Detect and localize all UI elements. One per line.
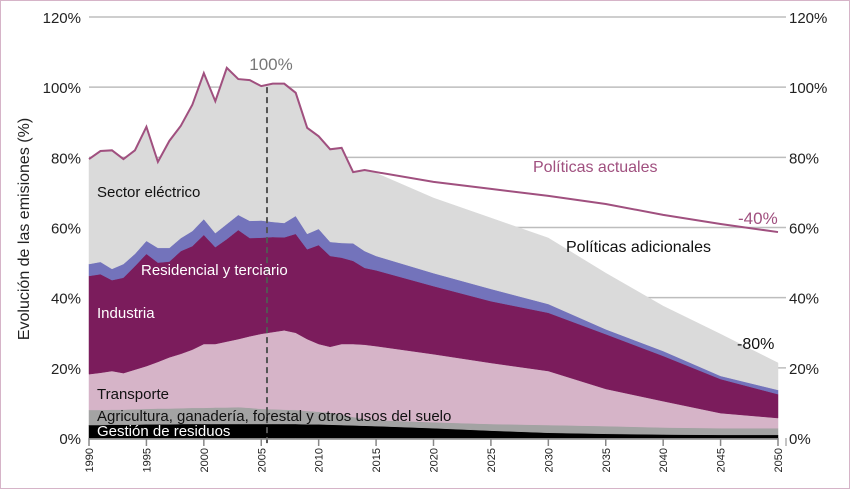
annotation-politicas-actuales: Políticas actuales [533,159,658,176]
y-tick-label-right: 20% [789,361,819,378]
x-tick-label: 1995 [141,448,153,472]
x-tick-label: 1990 [84,448,96,472]
y-tick-label-left: 20% [51,361,81,378]
x-tick-label: 2050 [773,448,785,472]
y-tick-label-right: 120% [789,10,827,27]
x-tick-label: 2010 [314,448,326,472]
series-label-transporte: Transporte [97,386,169,403]
y-tick-label-left: 60% [51,221,81,238]
y-tick-label-right: 60% [789,221,819,238]
line-politicas-actuales [88,66,779,234]
annotation-minus80: -80% [737,336,774,353]
axes: 0% 0% 20% 20% 40% 40% 60% 60% 80% 80% 100% 100% 120%… [43,10,828,472]
y-tick-label-left: 80% [51,150,81,167]
x-tick-label: 2040 [658,448,670,472]
x-tick-label: 2045 [716,448,728,472]
y-tick-label-right: 100% [789,80,827,97]
y-tick-label-left: 120% [43,10,81,27]
series-label-industria: Industria [97,305,155,322]
x-tick-label: 2005 [256,448,268,472]
y-tick-label-right: 0% [789,431,811,448]
x-tick-label: 2020 [429,448,441,472]
y-tick-label-left: 100% [43,80,81,97]
y-tick-label-left: 0% [59,431,81,448]
lines [88,66,779,444]
x-tick-label: 2025 [486,448,498,472]
x-tick-label: 2000 [199,448,211,472]
x-tick-label: 2035 [601,448,613,472]
series-label-agricultura: Agricultura, ganadería, forestal y otros… [97,408,451,425]
annotation-politicas-adicionales: Políticas adicionales [566,239,711,256]
annotation-minus40: -40% [738,209,778,228]
x-tick-label: 2015 [371,448,383,472]
x-tick-label: 2030 [543,448,555,472]
reference-label: 100% [249,55,292,74]
series-label-electrico: Sector eléctrico [97,184,200,201]
y-axis-label: Evolución de las emisiones (%) [16,118,33,340]
y-tick-label-right: 40% [789,291,819,308]
series-label-residuos: Gestión de residuos [97,423,230,440]
y-tick-label-left: 40% [51,291,81,308]
series-label-residencial: Residencial y terciario [141,262,288,279]
stacked-areas [88,67,779,439]
y-tick-label-right: 80% [789,150,819,167]
